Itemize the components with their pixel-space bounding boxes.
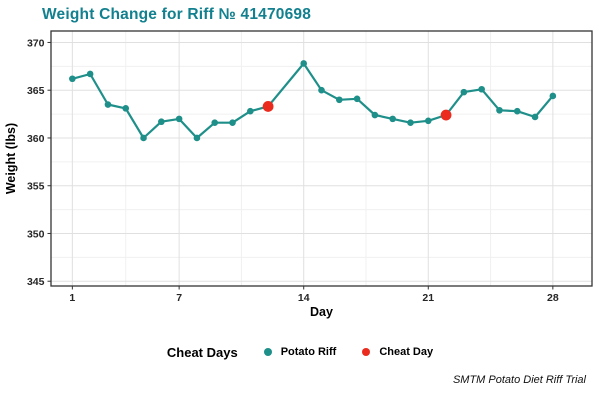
data-point (229, 119, 236, 126)
data-point (211, 119, 219, 126)
y-tick-label: 350 (27, 228, 45, 240)
data-point (69, 75, 76, 83)
x-tick-label: 7 (176, 292, 182, 304)
data-point (496, 106, 503, 114)
x-tick-label: 14 (298, 292, 310, 304)
data-point (193, 134, 201, 142)
potato-riff-dot-icon (263, 348, 272, 356)
chart-caption: SMTM Potato Diet Riff Trial (452, 374, 586, 386)
weight-line-chart: 345 350 355 360 365 370 1 7 14 21 28 Day Weight (lbs… (4, 30, 593, 319)
data-point (353, 95, 361, 103)
y-tick-label: 365 (27, 85, 45, 97)
data-point (460, 88, 468, 96)
legend-item-cheat-day: Cheat Day (362, 346, 433, 358)
data-point (424, 117, 432, 125)
legend: Cheat Days Potato Riff Cheat Day (0, 341, 600, 363)
data-point (158, 118, 165, 126)
legend-item-potato-riff: Potato Riff (263, 346, 337, 358)
data-point (247, 107, 254, 115)
axes: 345 350 355 360 365 370 1 7 14 21 28 Day Weight (lbs… (4, 30, 593, 319)
data-point (335, 96, 343, 104)
cheat-day-point (440, 109, 452, 121)
data-point (86, 70, 94, 78)
data-point (549, 92, 557, 100)
x-tick-label: 1 (69, 292, 75, 304)
x-tick-label: 28 (547, 292, 559, 304)
y-tick-label: 360 (27, 133, 45, 145)
data-series (69, 60, 557, 142)
panel-background (51, 31, 592, 286)
data-point (531, 113, 539, 121)
data-point (175, 115, 183, 123)
legend-title: Cheat Days (166, 344, 238, 360)
data-point (513, 107, 521, 115)
data-point (104, 101, 112, 108)
chart-title: Weight Change for Riff № 41470698 (42, 6, 312, 23)
y-tick-label: 355 (27, 181, 45, 193)
data-point (389, 115, 396, 123)
data-point (140, 134, 147, 142)
legend-item-label: Cheat Day (379, 346, 434, 358)
x-axis-title: Day (310, 305, 333, 319)
y-tick-label: 345 (27, 276, 45, 288)
y-tick-label: 370 (27, 37, 45, 49)
data-point (407, 119, 414, 126)
data-point (371, 111, 379, 119)
data-point (478, 85, 485, 93)
legend-item-label: Potato Riff (280, 346, 337, 358)
x-tick-label: 21 (422, 292, 434, 304)
data-point (318, 86, 325, 94)
y-axis-title: Weight (lbs) (4, 123, 18, 194)
data-point (300, 60, 308, 67)
cheat-day-dot-icon (362, 348, 371, 356)
cheat-day-point (262, 101, 274, 112)
data-point (122, 105, 130, 112)
